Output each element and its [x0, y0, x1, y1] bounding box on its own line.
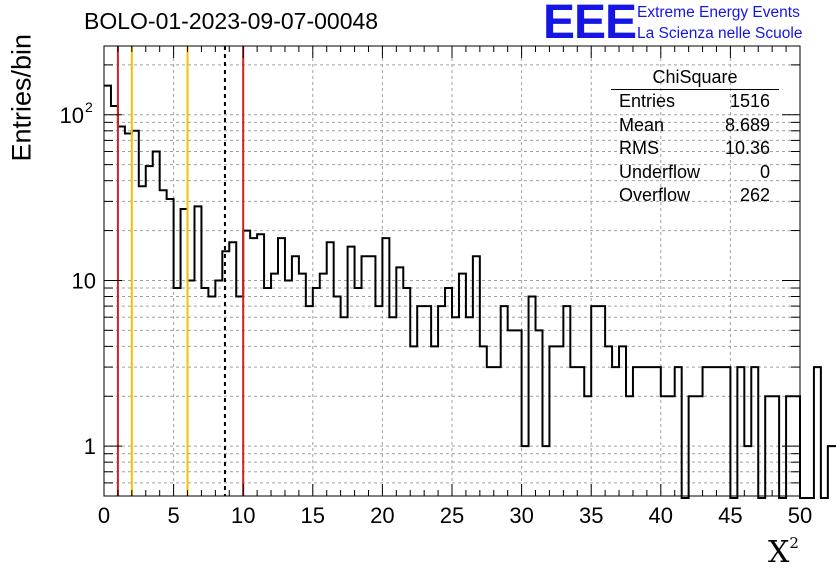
- x-axis-label-sup: 2: [789, 534, 799, 552]
- stats-value: 0: [759, 161, 770, 182]
- x-tick-label: 50: [788, 503, 812, 528]
- stats-row-overflow: Overflow 262: [611, 184, 779, 208]
- x-tick-label: 5: [167, 503, 179, 528]
- chart-title: BOLO-01-2023-09-07-00048: [84, 8, 379, 34]
- logo-text: Extreme Energy Events La Scienza nelle S…: [637, 2, 802, 44]
- stats-row-mean: Mean 8.689: [611, 114, 779, 138]
- stats-box: ChiSquare Entries 1516 Mean 8.689 RMS 10.36…: [611, 66, 779, 208]
- eee-logo: EEE: [543, 0, 637, 49]
- stats-label: Entries: [619, 91, 676, 111]
- histogram-step-line: [104, 84, 836, 499]
- stats-value: 8.689: [724, 114, 770, 135]
- y-tick-label-sup: 2: [85, 99, 93, 115]
- stats-label: Overflow: [619, 185, 691, 205]
- x-axis-label: X2: [768, 534, 799, 570]
- y-axis-label: Entries/bin: [6, 33, 37, 162]
- x-tick-label: 0: [98, 503, 110, 528]
- logo-line-2: La Scienza nelle Scuole: [637, 25, 803, 42]
- logo-line-1: Extreme Energy Events: [637, 4, 800, 21]
- stats-title: ChiSquare: [611, 66, 779, 90]
- x-tick-label: 20: [370, 503, 394, 528]
- stats-row-entries: Entries 1516: [611, 90, 779, 114]
- stats-label: Underflow: [619, 161, 701, 182]
- y-tick-label: 10: [72, 268, 96, 293]
- x-tick-label: 25: [440, 503, 464, 528]
- x-tick-label: 15: [301, 503, 325, 528]
- x-tick-label: 30: [509, 503, 533, 528]
- stats-label: RMS: [619, 138, 659, 158]
- stats-value: 10.36: [724, 138, 770, 158]
- stats-value: 262: [739, 185, 770, 205]
- x-tick-label: 10: [231, 503, 255, 528]
- y-tick-label: 1: [84, 434, 96, 459]
- stats-value: 1516: [729, 91, 770, 111]
- stats-row-rms: RMS 10.36: [611, 137, 779, 161]
- x-tick-label: 45: [718, 503, 742, 528]
- x-axis-label-base: X: [768, 535, 790, 570]
- stats-row-underflow: Underflow 0: [611, 161, 779, 185]
- x-tick-label: 40: [649, 503, 673, 528]
- y-tick-label: 10: [60, 103, 84, 128]
- stats-label: Mean: [619, 114, 665, 135]
- x-tick-label: 35: [579, 503, 603, 528]
